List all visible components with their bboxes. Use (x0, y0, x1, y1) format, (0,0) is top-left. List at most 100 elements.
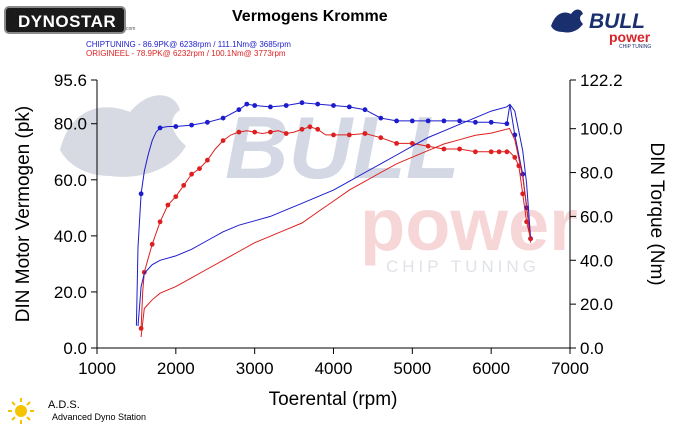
y-right-tick-label: 100.0 (580, 120, 623, 139)
marker-chiptuning (189, 122, 195, 128)
curve-origineel-torque (140, 127, 532, 338)
marker-chiptuning (425, 118, 431, 124)
curve-origineel (140, 126, 532, 329)
ads-title: A.D.S. (48, 399, 80, 411)
y-right-tick-label: 122.2 (580, 71, 623, 90)
marker-origineel (362, 131, 368, 136)
chart-title: Vermogens Kromme (232, 8, 388, 25)
x-tick-label: 6000 (472, 359, 510, 378)
marker-chiptuning (378, 115, 384, 121)
marker-origineel (504, 149, 510, 155)
x-tick-label: 2000 (157, 359, 195, 378)
bull-power-logo-graphic: BULL power CHIP TUNING (551, 9, 651, 50)
marker-chiptuning (473, 119, 478, 125)
ads-subtitle: Advanced Dyno Station (52, 412, 147, 422)
legend-origineel: ORIGINEEL - 78.9PK@ 6232rpm / 100.1Nm@ 3… (86, 49, 286, 58)
marker-origineel (268, 129, 273, 135)
marker-chiptuning (268, 104, 273, 110)
y-right-tick-label: 20.0 (580, 295, 613, 314)
x-tick-label: 1000 (78, 359, 116, 378)
y-left-tick-label: 20.0 (54, 283, 87, 302)
marker-chiptuning (299, 100, 305, 106)
marker-origineel (409, 141, 415, 146)
marker-chiptuning (362, 107, 368, 113)
curve-chiptuning-torque (137, 103, 532, 327)
marker-origineel (165, 202, 171, 208)
bull-logo-word2: power (609, 29, 651, 45)
marker-origineel (457, 146, 462, 152)
marker-origineel (496, 149, 502, 155)
ads-logo: A.D.S. Advanced Dyno Station (6, 396, 176, 426)
dynostar-logo-text: DYNOSTAR (18, 12, 117, 31)
marker-origineel (512, 155, 518, 160)
marker-chiptuning (504, 121, 510, 127)
watermark-word2: power (360, 183, 578, 266)
bull-logo-sub: CHIP TUNING (619, 44, 651, 50)
marker-chiptuning (205, 119, 210, 125)
y-axis-label-left: DIN Motor Vermogen (pk) (13, 106, 34, 322)
x-tick-label: 5000 (393, 359, 431, 378)
chart-curves (135, 100, 533, 338)
bull-logo-word1: BULL (589, 10, 645, 33)
marker-chiptuning (331, 103, 336, 108)
marker-chiptuning (315, 101, 321, 107)
chart-axes: 1000 2000 3000 4000 5000 6000 70000.020.040.06… (54, 71, 623, 378)
watermark-word3: CHIP TUNING (386, 257, 540, 276)
y-left-tick-label: 95.6 (54, 71, 87, 90)
marker-chiptuning (488, 119, 494, 125)
marker-origineel (181, 183, 187, 188)
y-left-tick-label: 80.0 (54, 115, 87, 134)
x-axis-label: Toerental (rpm) (269, 389, 398, 410)
marker-origineel (205, 157, 210, 163)
y-right-tick-label: 40.0 (580, 251, 613, 270)
marker-origineel (197, 166, 202, 172)
marker-origineel (149, 241, 155, 247)
y-axis-label-right: DIN Torque (Nm) (646, 142, 667, 285)
marker-origineel (473, 149, 478, 155)
marker-chiptuning (252, 103, 258, 108)
marker-chiptuning (236, 107, 242, 113)
marker-chiptuning (283, 103, 289, 108)
bull-power-watermark: BULL power CHIP TUNING (60, 95, 578, 276)
marker-origineel (299, 126, 305, 132)
dynostar-logo: DYNOSTAR (4, 6, 126, 34)
bull-icon (551, 9, 583, 33)
marker-origineel (220, 138, 226, 144)
marker-chiptuning (138, 191, 144, 197)
y-left-tick-label: 60.0 (54, 171, 87, 190)
marker-origineel (441, 146, 447, 152)
marker-origineel (173, 194, 179, 200)
marker-origineel (378, 135, 384, 141)
marker-origineel (488, 149, 494, 155)
marker-chiptuning (173, 124, 179, 129)
legend-chiptuning: CHIPTUNING - 86.9PK@ 6238rpm / 111.1Nm@ … (86, 40, 291, 49)
marker-chiptuning (220, 115, 226, 121)
x-tick-label: 3000 (236, 359, 274, 378)
marker-origineel (520, 191, 526, 197)
watermark-bull-icon (60, 95, 186, 177)
bull-power-logo: BULL power CHIP TUNING (549, 4, 661, 50)
marker-origineel (189, 171, 195, 177)
marker-chiptuning (441, 118, 447, 124)
x-tick-label: 4000 (315, 359, 353, 378)
dynostar-logo-suffix: com (126, 26, 136, 32)
marker-chiptuning (157, 125, 163, 131)
marker-origineel (331, 132, 336, 138)
marker-chiptuning (409, 118, 415, 124)
watermark-word1: BULL (225, 98, 460, 197)
marker-origineel (315, 126, 321, 132)
ads-sun-icon (8, 398, 34, 424)
marker-origineel (346, 132, 352, 138)
marker-origineel (141, 269, 147, 275)
y-left-tick-label: 40.0 (54, 227, 87, 246)
y-right-tick-label: 80.0 (580, 164, 613, 183)
x-tick-label: 7000 (551, 359, 589, 378)
marker-chiptuning (244, 101, 250, 107)
marker-origineel (252, 129, 258, 135)
marker-origineel (307, 124, 313, 130)
y-right-tick-label: 60.0 (580, 207, 613, 226)
marker-chiptuning (394, 118, 399, 124)
marker-origineel (138, 326, 144, 331)
